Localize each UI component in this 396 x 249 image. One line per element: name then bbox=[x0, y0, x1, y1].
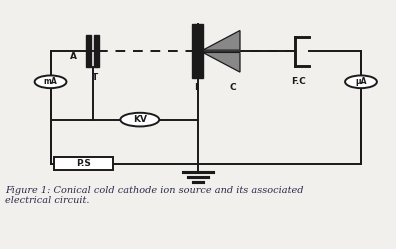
Text: F.C: F.C bbox=[291, 77, 306, 86]
Bar bbox=[54, 157, 112, 170]
Polygon shape bbox=[203, 31, 240, 50]
Text: μA: μA bbox=[355, 77, 367, 86]
Polygon shape bbox=[203, 53, 240, 72]
Ellipse shape bbox=[345, 75, 377, 88]
Bar bbox=[192, 24, 203, 78]
Bar bbox=[86, 35, 91, 67]
Text: T: T bbox=[92, 73, 98, 82]
Text: C: C bbox=[230, 83, 236, 92]
Text: A: A bbox=[70, 52, 77, 61]
Ellipse shape bbox=[120, 113, 159, 126]
Text: mA: mA bbox=[44, 77, 57, 86]
Bar bbox=[94, 35, 99, 67]
Text: I: I bbox=[194, 83, 198, 92]
Text: Figure 1: Conical cold cathode ion source and its associated
electrical circuit.: Figure 1: Conical cold cathode ion sourc… bbox=[5, 186, 303, 205]
Ellipse shape bbox=[34, 75, 67, 88]
Text: P.S: P.S bbox=[76, 159, 91, 168]
Text: KV: KV bbox=[133, 115, 147, 124]
